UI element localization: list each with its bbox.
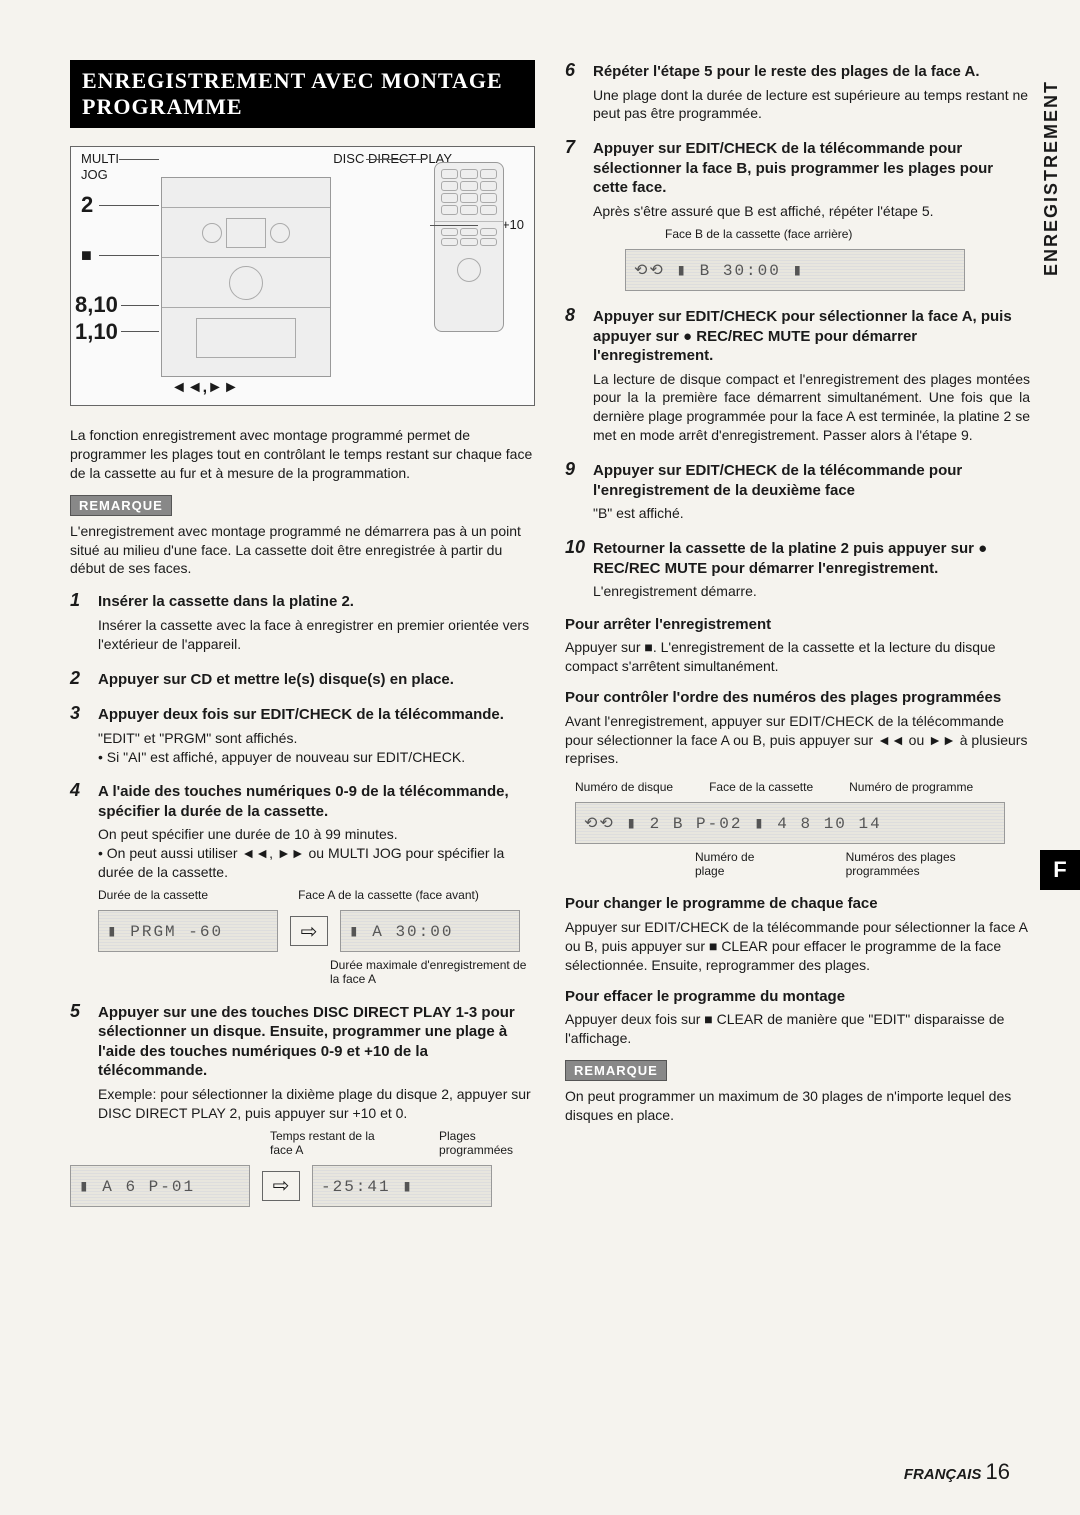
intro-paragraph: La fonction enregistrement avec montage … — [70, 426, 535, 483]
footer-page: 16 — [986, 1459, 1010, 1484]
stereo-illustration — [161, 177, 331, 377]
step-2: 2 Appuyer sur CD et mettre le(s) disque(s… — [70, 668, 535, 690]
sub-check-title: Pour contrôler l'ordre des numéros des p… — [565, 688, 1030, 708]
callout-110: 1,10 — [75, 319, 118, 345]
step-body: La lecture de disque compact et l'enregi… — [593, 370, 1030, 446]
step-body: L'enregistrement démarre. — [593, 582, 1030, 601]
step-body: Exemple: pour sélectionner la dixième pl… — [98, 1085, 535, 1123]
page-tab-letter: F — [1040, 850, 1080, 890]
caption-max-duration: Durée maximale d'enregistrement de la fa… — [330, 958, 535, 987]
sub-check-body: Avant l'enregistrement, appuyer sur EDIT… — [565, 712, 1030, 769]
label-jog: JOG — [81, 167, 108, 182]
step-title: Appuyer sur EDIT/CHECK de la télécommand… — [593, 461, 1030, 500]
step-body: "EDIT" et "PRGM" sont affichés. — [98, 729, 535, 748]
step-num: 5 — [70, 1001, 90, 1022]
step-body: "B" est affiché. — [593, 504, 1030, 523]
side-label: ENREGISTREMENT — [1041, 80, 1062, 276]
sub-change-title: Pour changer le programme de chaque face — [565, 894, 1030, 914]
step-bullet: • Si "AI" est affiché, appuyer de nouvea… — [98, 748, 535, 767]
sub-erase-body: Appuyer deux fois sur ■ CLEAR de manière… — [565, 1010, 1030, 1048]
step-title: A l'aide des touches numériques 0-9 de l… — [98, 782, 535, 821]
lcd-display-a30: ▮ A 30:00 — [340, 910, 520, 952]
step-title: Insérer la cassette dans la platine 2. — [98, 592, 354, 612]
step-num: 6 — [565, 60, 585, 81]
step-num: 9 — [565, 459, 585, 480]
caption-prog-tracks: Plages programmées — [439, 1129, 535, 1157]
lcd-display-a6p01: ▮ A 6 P-01 — [70, 1165, 250, 1207]
step-body: On peut spécifier une durée de 10 à 99 m… — [98, 825, 535, 844]
callout-2: 2 — [81, 192, 93, 218]
step-title: Appuyer sur CD et mettre le(s) disque(s)… — [98, 670, 454, 690]
label-multi: MULTI — [81, 151, 119, 166]
step-num: 2 — [70, 668, 90, 689]
step-title: Retourner la cassette de la platine 2 pu… — [593, 539, 1030, 578]
caption-time-left: Temps restant de la face A — [270, 1129, 389, 1157]
step-body: Insérer la cassette avec la face à enreg… — [98, 616, 535, 654]
step-title: Appuyer deux fois sur EDIT/CHECK de la t… — [98, 705, 504, 725]
step-title: Appuyer sur une des touches DISC DIRECT … — [98, 1003, 535, 1081]
callout-rewff: ◄◄,►► — [171, 379, 239, 397]
remarque-2: On peut programmer un maximum de 30 plag… — [565, 1087, 1030, 1125]
step-bullet: • On peut aussi utiliser ◄◄, ►► ou MULTI… — [98, 844, 535, 882]
arrow-icon: ⇨ — [262, 1171, 300, 1201]
step-num: 3 — [70, 703, 90, 724]
callout-stop: ■ — [81, 245, 92, 266]
step-5: 5 Appuyer sur une des touches DISC DIRECT… — [70, 1001, 535, 1207]
callout-810: 8,10 — [75, 292, 118, 318]
step-num: 4 — [70, 780, 90, 801]
step-body: Une plage dont la durée de lecture est s… — [593, 86, 1030, 124]
arrow-icon: ⇨ — [290, 916, 328, 946]
caption-tape-duration: Durée de la cassette — [98, 888, 208, 902]
sub-change-body: Appuyer sur EDIT/CHECK de la télécommand… — [565, 918, 1030, 975]
caption-prog-num: Numéro de programme — [849, 780, 973, 794]
caption-track-num: Numéro de plage — [695, 850, 786, 878]
step-num: 7 — [565, 137, 585, 158]
remarque-tag: REMARQUE — [70, 495, 172, 516]
page-footer: FRANÇAIS 16 — [904, 1459, 1010, 1485]
title-banner: ENREGISTREMENT AVEC MONTAGE PROGRAMME — [70, 60, 535, 128]
footer-lang: FRANÇAIS — [904, 1466, 982, 1483]
sub-stop-body: Appuyer sur ■. L'enregistrement de la ca… — [565, 638, 1030, 676]
device-diagram: MULTI JOG DISC DIRECT PLAY 2 ■ 8,10 1,10… — [70, 146, 535, 406]
step-10: 10 Retourner la cassette de la platine 2 … — [565, 537, 1030, 601]
step-3: 3 Appuyer deux fois sur EDIT/CHECK de la … — [70, 703, 535, 766]
step-title: Appuyer sur EDIT/CHECK de la télécommand… — [593, 139, 1030, 198]
step-body: Après s'être assuré que B est affiché, r… — [593, 202, 1030, 221]
remarque-tag-2: REMARQUE — [565, 1060, 667, 1081]
caption-disc-num: Numéro de disque — [575, 780, 673, 794]
lcd-display-check: ⟲⟲ ▮ 2 B P-02 ▮ 4 8 10 14 — [575, 802, 1005, 844]
sub-stop-title: Pour arrêter l'enregistrement — [565, 615, 1030, 635]
remarque-1: L'enregistrement avec montage programmé … — [70, 522, 535, 579]
remote-illustration — [434, 162, 504, 332]
caption-face-b: Face B de la cassette (face arrière) — [665, 227, 1030, 241]
step-num: 1 — [70, 590, 90, 611]
step-num: 10 — [565, 537, 585, 558]
caption-tracks-prog: Numéros des plages programmées — [846, 850, 1030, 878]
step-1: 1Insérer la cassette dans la platine 2. … — [70, 590, 535, 653]
right-column: 6 Répéter l'étape 5 pour le reste des pla… — [565, 60, 1030, 1221]
step-num: 8 — [565, 305, 585, 326]
caption-cassette-face: Face de la cassette — [709, 780, 813, 794]
step-6: 6 Répéter l'étape 5 pour le reste des pla… — [565, 60, 1030, 123]
lcd-display-b30: ⟲⟲ ▮ B 30:00 ▮ — [625, 249, 965, 291]
left-column: ENREGISTREMENT AVEC MONTAGE PROGRAMME MU… — [70, 60, 535, 1221]
step-title: Répéter l'étape 5 pour le reste des plag… — [593, 62, 980, 82]
lcd-display-prgm: ▮ PRGM -60 — [98, 910, 278, 952]
step-title: Appuyer sur EDIT/CHECK pour sélectionner… — [593, 307, 1030, 366]
step-4: 4 A l'aide des touches numériques 0-9 de … — [70, 780, 535, 986]
sub-erase-title: Pour effacer le programme du montage — [565, 987, 1030, 1007]
lcd-display-2541: -25:41 ▮ — [312, 1165, 492, 1207]
caption-face-a: Face A de la cassette (face avant) — [298, 888, 479, 902]
step-7: 7 Appuyer sur EDIT/CHECK de la télécomman… — [565, 137, 1030, 291]
step-9: 9 Appuyer sur EDIT/CHECK de la télécomman… — [565, 459, 1030, 523]
step-8: 8 Appuyer sur EDIT/CHECK pour sélectionne… — [565, 305, 1030, 445]
